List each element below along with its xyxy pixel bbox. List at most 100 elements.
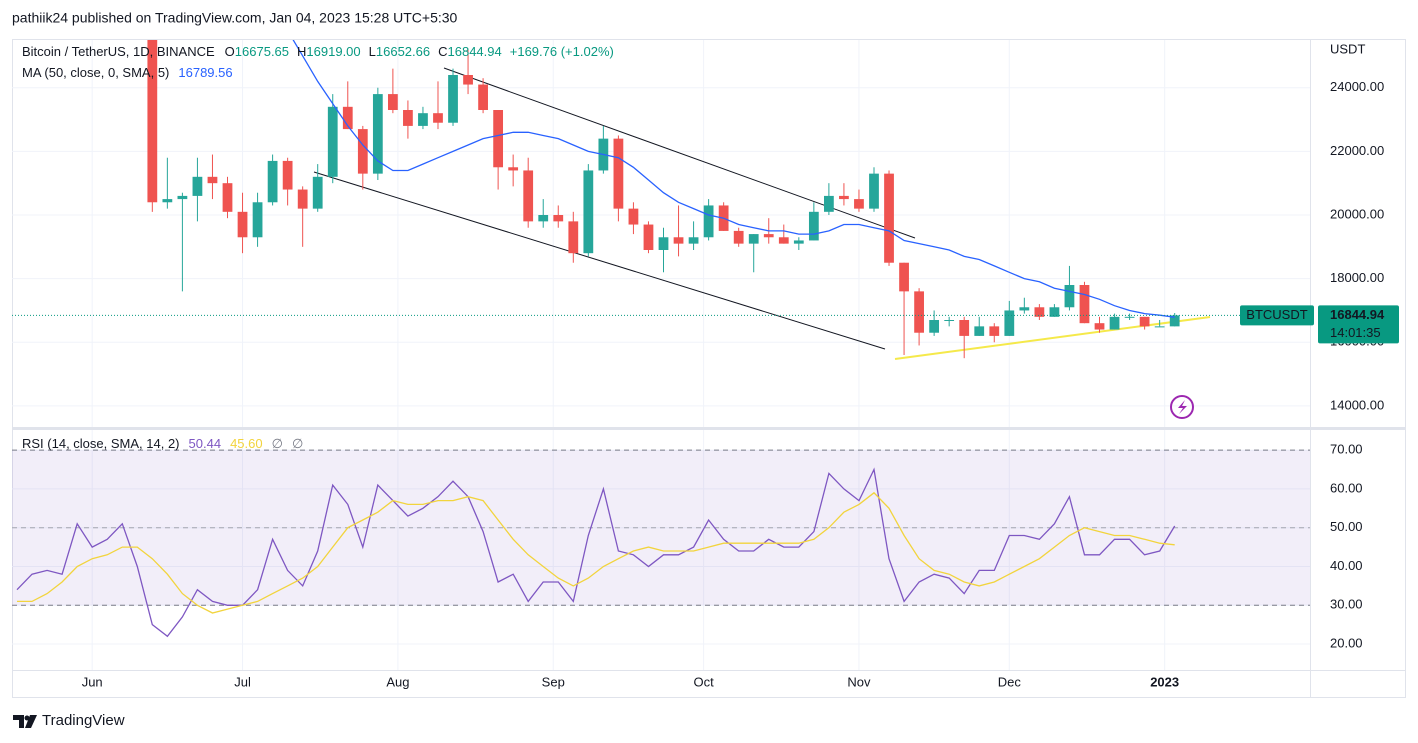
ohlc-key: O (225, 44, 235, 59)
candle-body (372, 94, 383, 174)
candle-body (478, 84, 488, 110)
candle-body (748, 234, 759, 244)
candle-body (703, 205, 714, 238)
candle-body (222, 183, 233, 212)
candle-body (869, 173, 879, 209)
candle-body (132, 0, 142, 5)
ma-legend: MA (50, close, 0, SMA, 5) 16789.56 (22, 65, 233, 80)
candle-body (553, 215, 564, 222)
ma-name: MA (50, close, 0, SMA, 5) (22, 65, 169, 80)
ohlc-legend: O16675.65 H16919.00 L16652.66 C16844.94 +169… (225, 44, 614, 59)
candle-body (793, 240, 804, 244)
ma-value: 16789.56 (178, 65, 232, 80)
y-tick-label: 18000.00 (1330, 270, 1384, 285)
candle-body (267, 160, 278, 203)
last-price-label: 16844.94 (1330, 307, 1385, 322)
candle-body (929, 320, 940, 333)
candle-body (613, 138, 624, 209)
y-tick-label: 40.00 (1330, 558, 1363, 573)
candle-body (688, 237, 699, 244)
candle-body (523, 170, 534, 222)
x-tick-label: 2023 (1150, 674, 1179, 689)
candle-body (778, 237, 789, 244)
symbol-tag (1240, 305, 1314, 326)
series-line (292, 40, 1175, 318)
alert-icon[interactable] (1170, 395, 1194, 419)
ohlc-change: +169.76 (+1.02%) (510, 44, 614, 59)
ohlc-value: 16919.00 (306, 44, 360, 59)
candle-body (327, 106, 338, 177)
candle-body (733, 230, 744, 244)
candle-body (1139, 316, 1150, 327)
rsi-extra: ∅ (292, 436, 303, 451)
candle-body (282, 160, 293, 190)
candle-body (628, 208, 639, 225)
candle-body (312, 176, 323, 209)
alert-bolt (1178, 400, 1187, 414)
candle-body (959, 320, 970, 336)
header: pathiik24 published on TradingView.com, … (12, 10, 458, 26)
channel-lower (313, 171, 886, 350)
symbol-title: Bitcoin / TetherUS, 1D, BINANCE (22, 44, 215, 59)
series-line (17, 491, 1175, 614)
axes: 14000.0016000.0018000.0020000.0022000.00… (82, 79, 1399, 689)
ohlc-key: L (369, 44, 376, 59)
rsi-plot (12, 449, 1310, 638)
candle-body (342, 106, 353, 130)
candle-body (1094, 323, 1105, 330)
candle-body (824, 195, 834, 212)
candle-body (1154, 326, 1165, 328)
x-tick-label: Oct (693, 674, 714, 689)
price-plot (12, 0, 1310, 360)
price-legend: Bitcoin / TetherUS, 1D, BINANCE O16675.65… (22, 44, 614, 59)
series-line (16, 467, 1176, 638)
price-grid (12, 40, 1310, 428)
y-tick-label: 20.00 (1330, 635, 1363, 650)
candle-body (147, 40, 158, 203)
last-price-box (1318, 305, 1399, 344)
y-tick-label: 30.00 (1330, 597, 1363, 612)
candle-body (418, 113, 428, 126)
candle-body (1124, 316, 1135, 318)
candle-body (583, 170, 594, 254)
x-tick-label: Jul (234, 674, 251, 689)
candle-body (1079, 285, 1090, 324)
countdown-label: 14:01:35 (1330, 325, 1381, 340)
candle-body (899, 262, 909, 292)
candle-body (839, 195, 849, 200)
candle-body (237, 211, 248, 238)
candle-body (658, 237, 669, 250)
tv-logo-part (13, 715, 24, 728)
candle-body (1019, 307, 1030, 311)
y-tick-label: 22000.00 (1330, 143, 1384, 158)
candle-body (448, 75, 458, 123)
x-tick-label: Dec (998, 674, 1022, 689)
footer-brand: TradingView (42, 712, 125, 729)
candle-body (162, 199, 173, 203)
y-tick-label: 60.00 (1330, 480, 1363, 495)
candle-body (192, 176, 203, 196)
candle-body (357, 129, 368, 174)
candle-body (207, 176, 218, 184)
candle-body (1034, 307, 1045, 317)
candle-body (1064, 285, 1075, 308)
candle-body (252, 202, 263, 238)
candle-body (763, 234, 774, 238)
candle-body (568, 221, 579, 254)
candle-body (463, 75, 473, 85)
candle-body (1049, 307, 1060, 317)
candle-body (854, 199, 864, 209)
x-tick-label: Sep (542, 674, 565, 689)
price-unit: USDT (1330, 41, 1365, 56)
y-tick-label: 50.00 (1330, 519, 1363, 534)
candle-body (944, 320, 955, 321)
channel-upper (443, 67, 916, 239)
y-tick-label: 70.00 (1330, 442, 1363, 457)
candle-body (643, 224, 654, 250)
tv-logo-part (24, 715, 30, 721)
ohlc-value: 16675.65 (235, 44, 289, 59)
tv-logo (13, 715, 37, 728)
x-tick-label: Jun (82, 674, 103, 689)
symbol-tag-text: BTCUSDT (1246, 307, 1307, 322)
